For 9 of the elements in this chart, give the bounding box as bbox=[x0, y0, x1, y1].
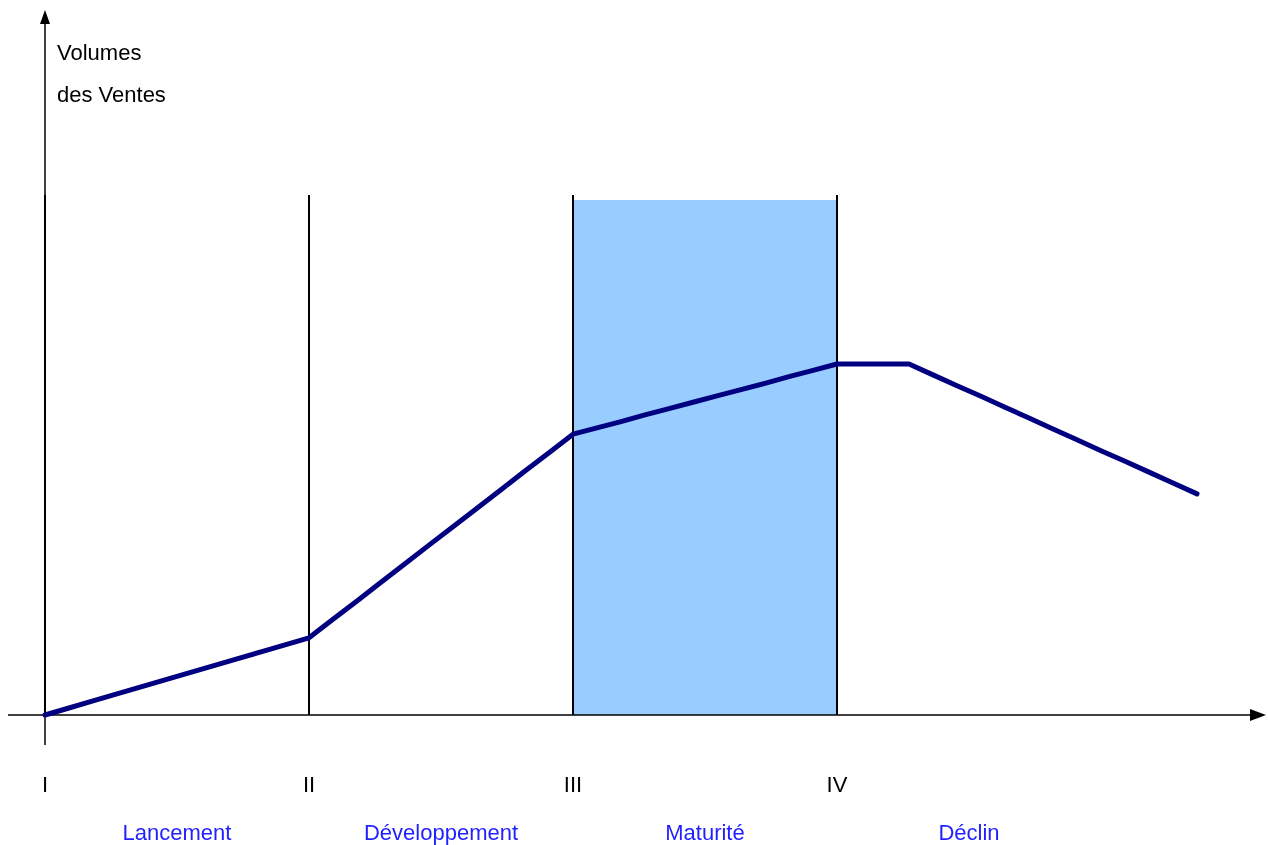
x-tick-label: III bbox=[563, 772, 583, 797]
text: Développement bbox=[363, 820, 519, 845]
text: Déclin bbox=[938, 820, 1000, 845]
x-tick-label: II bbox=[302, 772, 316, 797]
text: Lancement bbox=[122, 820, 232, 845]
x-tick-label: IV bbox=[826, 772, 848, 797]
text: Volumes des Ventes bbox=[57, 40, 166, 107]
x-tick-label: I bbox=[41, 772, 49, 797]
text: Maturité bbox=[665, 820, 745, 845]
